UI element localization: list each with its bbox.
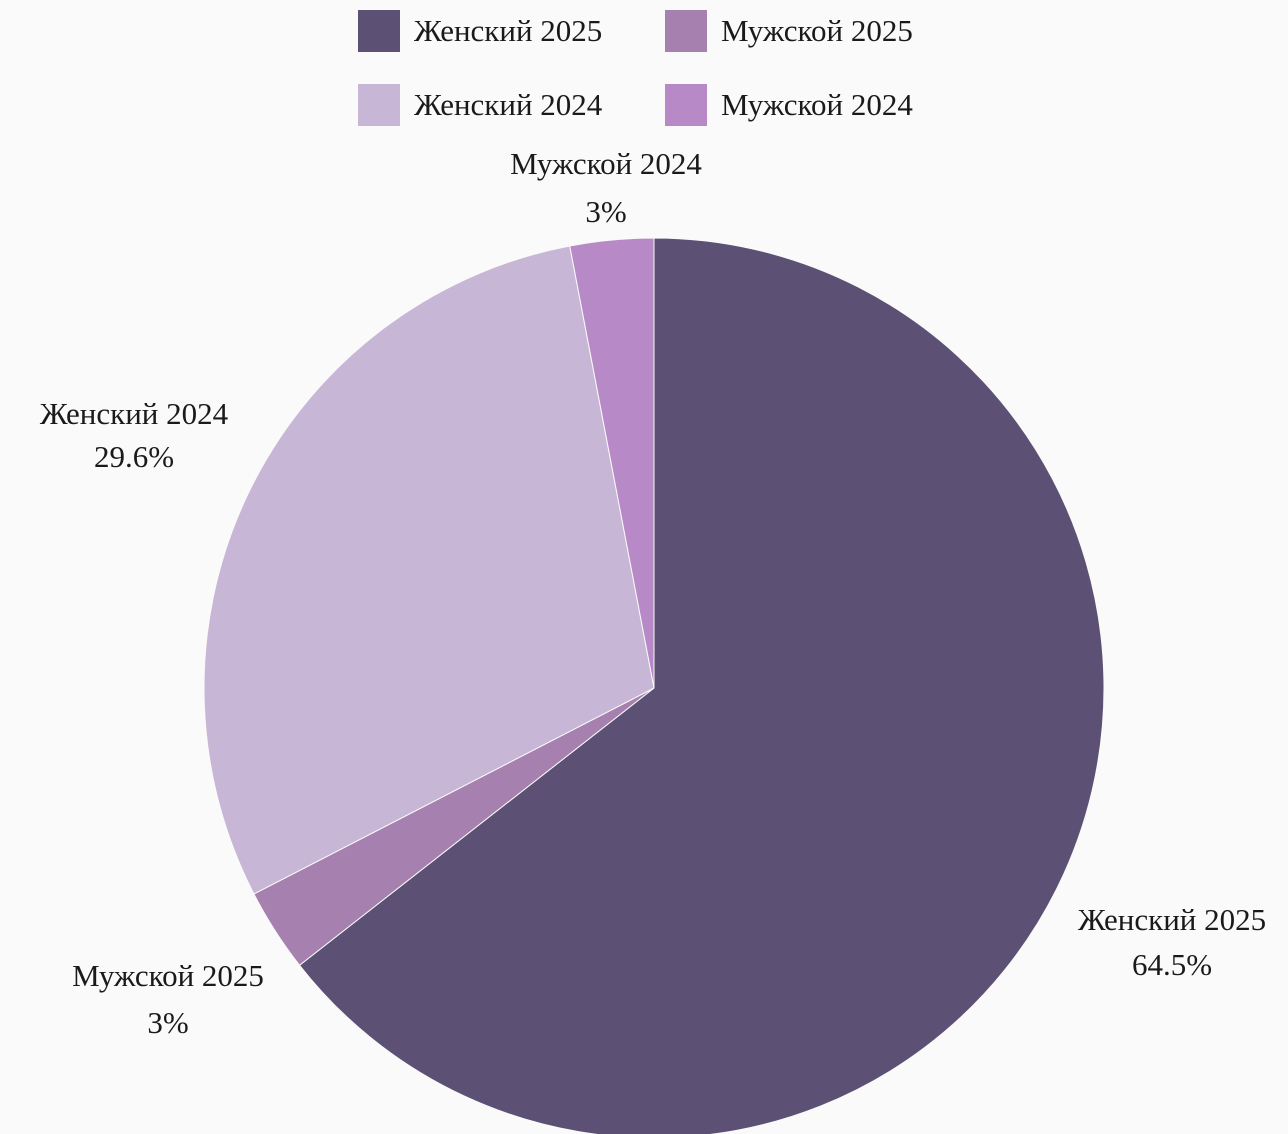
slice-label-value-1: 64.5%: [1132, 947, 1212, 982]
legend: Женский 2025 Мужской 2025 Женский 2024 Мужс…: [358, 10, 913, 126]
pie-slices: [203, 237, 1105, 1134]
legend-label-1: Женский 2025: [414, 13, 602, 48]
legend-label-3: Женский 2024: [414, 87, 603, 122]
slice-label-name-2: Мужской 2025: [72, 958, 264, 993]
legend-swatch-1: [358, 10, 400, 52]
slice-label-name-4: Мужской 2024: [510, 146, 702, 181]
slice-label-name-1: Женский 2025: [1078, 902, 1266, 937]
slice-label-name-3: Женский 2024: [40, 396, 229, 431]
pie-slice-1: [298, 237, 1105, 1134]
pie-slice-3: [203, 245, 655, 895]
slice-label-value-4: 3%: [585, 194, 626, 229]
slice-label-value-3: 29.6%: [94, 439, 174, 474]
legend-swatch-3: [358, 84, 400, 126]
legend-swatch-2: [665, 10, 707, 52]
pie-slice-4: [569, 237, 655, 689]
slice-labels: Женский 2025 64.5% Мужской 2025 3% Женский 2…: [40, 146, 1266, 1040]
legend-label-4: Мужской 2024: [721, 87, 913, 122]
slice-label-value-2: 3%: [147, 1005, 188, 1040]
legend-swatch-4: [665, 84, 707, 126]
legend-label-2: Мужской 2025: [721, 13, 913, 48]
